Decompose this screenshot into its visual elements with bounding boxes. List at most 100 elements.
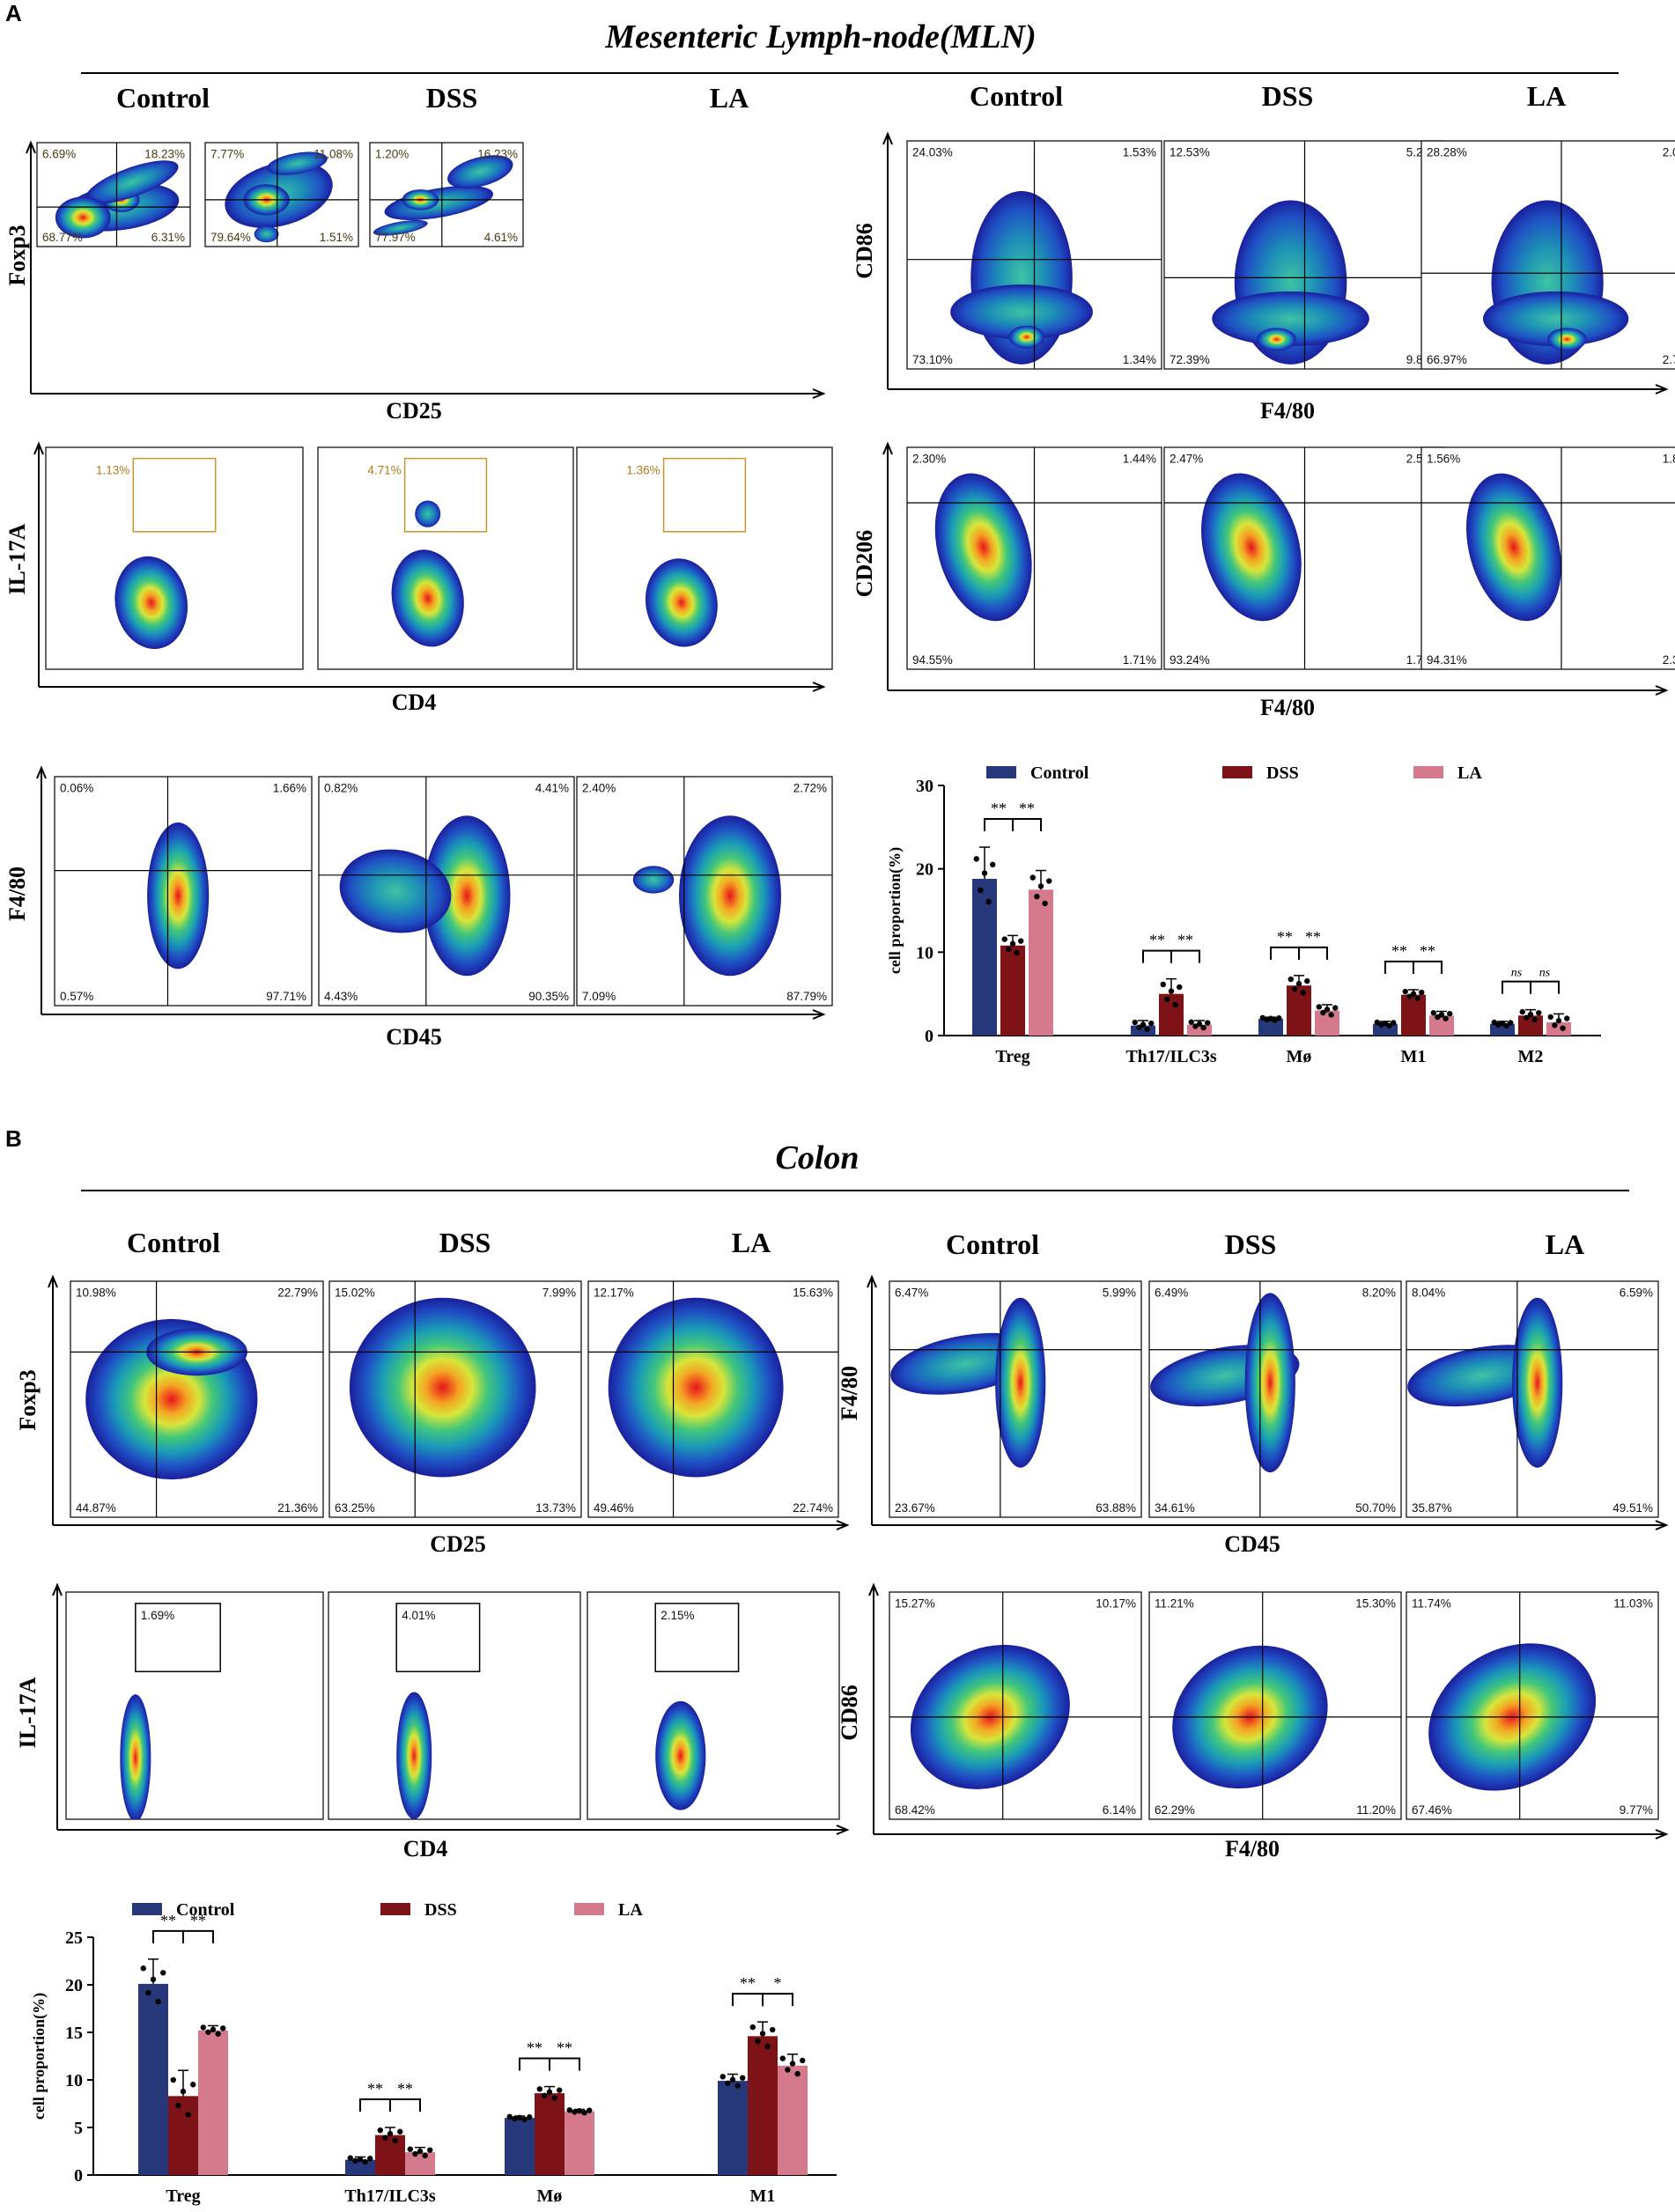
quadrant-percent: 0.82%: [324, 782, 358, 795]
y-tick-label: 30: [916, 777, 933, 796]
a-m2-y-arrow: [882, 441, 893, 455]
density-blob: [934, 473, 1032, 622]
b-treg-plot: 12.17% 15.63% 49.46% 22.74%: [587, 1280, 839, 1518]
data-point: [150, 1976, 157, 1983]
a-m1-y-arrow: [882, 131, 893, 145]
data-point: [1547, 1014, 1553, 1021]
significance-bracket: [1142, 949, 1172, 963]
y-tick-label: 0: [74, 2166, 83, 2186]
quadrant-percent: 15.27%: [895, 1597, 935, 1611]
density-layer: [114, 556, 188, 649]
y-tick-label: 5: [74, 2119, 83, 2138]
quadrant-percent: 6.31%: [151, 231, 185, 244]
quadrant-percent: 67.46%: [1412, 1803, 1452, 1817]
data-point: [527, 2114, 533, 2120]
significance-bracket: [389, 2098, 421, 2112]
data-point: [1402, 988, 1408, 995]
data-point: [1531, 1016, 1538, 1023]
b-mac-x-arrow: [1655, 1520, 1669, 1530]
data-point: [785, 2067, 791, 2073]
bar: [1429, 1015, 1454, 1036]
quadrant-percent: 1.51%: [320, 231, 353, 244]
quadrant-percent: 4.61%: [484, 231, 518, 244]
bar: [168, 2096, 198, 2175]
density-blob: [645, 558, 718, 647]
quadrant-percent: 44.87%: [76, 1501, 116, 1515]
gate-percent: 1.69%: [141, 1609, 174, 1622]
data-point: [755, 2038, 761, 2045]
significance-label: **: [740, 1974, 756, 1992]
legend-label: LA: [618, 1900, 643, 1920]
a-mac-plot: 0.82% 4.41% 4.43% 90.35%: [318, 776, 575, 1006]
panel-a-title: Mesenteric Lymph-node(MLN): [604, 18, 1036, 55]
data-point: [1034, 893, 1040, 900]
bar: [1315, 1010, 1339, 1036]
a-mac-plot: 0.06% 1.66% 0.57% 97.71%: [54, 776, 313, 1006]
legend-label: Control: [1030, 763, 1089, 783]
quadrant-percent: 6.59%: [1620, 1287, 1653, 1300]
gate-box: [395, 1603, 481, 1673]
data-point: [719, 2074, 726, 2080]
quadrant-percent: 63.88%: [1096, 1501, 1136, 1515]
significance-bracket: [519, 2057, 550, 2071]
quadrant-percent: 97.71%: [266, 990, 306, 1003]
gate-box: [132, 457, 217, 533]
data-point: [1430, 1010, 1436, 1016]
y-tick-label: 20: [65, 1976, 83, 1995]
bar: [748, 2036, 778, 2175]
quadrant-percent: 5.99%: [1103, 1287, 1136, 1300]
data-point: [185, 2112, 191, 2118]
density-layer: [373, 155, 513, 236]
density-blob: [950, 284, 1093, 340]
data-point: [1560, 1025, 1566, 1031]
category-label: M2: [1518, 1047, 1544, 1066]
data-point: [382, 2135, 388, 2141]
b-treg-x-arrow: [836, 1520, 850, 1530]
density-blob: [254, 225, 279, 243]
a-treg-x-label: CD25: [386, 398, 442, 424]
data-point: [1288, 976, 1294, 983]
data-point: [1276, 1015, 1282, 1021]
quadrant-percent: 1.66%: [273, 782, 306, 795]
b-th17-plot: 4.01%: [328, 1591, 581, 1820]
significance-label: **: [160, 1912, 176, 1929]
data-point: [749, 2024, 756, 2031]
quadrant-percent: 4.41%: [535, 782, 569, 795]
a-m1-group-label: DSS: [1262, 80, 1314, 112]
quadrant-percent: 8.20%: [1362, 1287, 1396, 1300]
data-point: [1140, 1021, 1147, 1028]
y-tick-label: 10: [916, 943, 933, 962]
density-blob: [1466, 473, 1561, 622]
significance-bracket: [1170, 949, 1200, 963]
quadrant-percent: 62.29%: [1155, 1803, 1195, 1817]
data-point: [789, 2061, 796, 2067]
b-treg-plot: 15.02% 7.99% 63.25% 13.73%: [328, 1280, 582, 1518]
quadrant-percent: 24.03%: [912, 146, 953, 159]
significance-label: **: [397, 2080, 413, 2098]
a-m2-plot: 1.56% 1.83% 94.31% 2.30%: [1420, 446, 1675, 670]
b-m1-x-label: F4/80: [1225, 1836, 1280, 1862]
density-blob: [1547, 328, 1587, 351]
significance-label: **: [1177, 932, 1193, 949]
data-point: [1164, 996, 1170, 1003]
significance-label: **: [367, 2080, 383, 2098]
flow-row-b-m1: F4/80 CD86 15.27% 10.17% 68.42% 6.14% 11.21% 15…: [837, 1582, 1669, 1862]
density-layer: [608, 1297, 784, 1478]
b-th17-y-label: IL-17A: [15, 1677, 41, 1748]
significance-label: **: [991, 800, 1007, 817]
data-point: [576, 2108, 583, 2114]
b-th17-x-label: CD4: [403, 1836, 448, 1862]
quadrant-percent: 1.44%: [1123, 453, 1156, 466]
quadrant-percent: 87.79%: [786, 990, 827, 1003]
bar: [505, 2118, 535, 2175]
data-point: [1042, 900, 1048, 907]
a-mac-y-arrow: [36, 765, 47, 779]
data-point: [1419, 989, 1425, 996]
quadrant-percent: 93.24%: [1170, 653, 1210, 667]
a-th17-y-arrow: [33, 441, 44, 455]
category-label: Th17/ILC3s: [1125, 1047, 1217, 1066]
b-mac-plot: 6.47% 5.99% 23.67% 63.88%: [889, 1280, 1142, 1518]
a-th17-plot: 4.71%: [317, 446, 574, 670]
quadrant-percent: 12.53%: [1170, 146, 1210, 159]
